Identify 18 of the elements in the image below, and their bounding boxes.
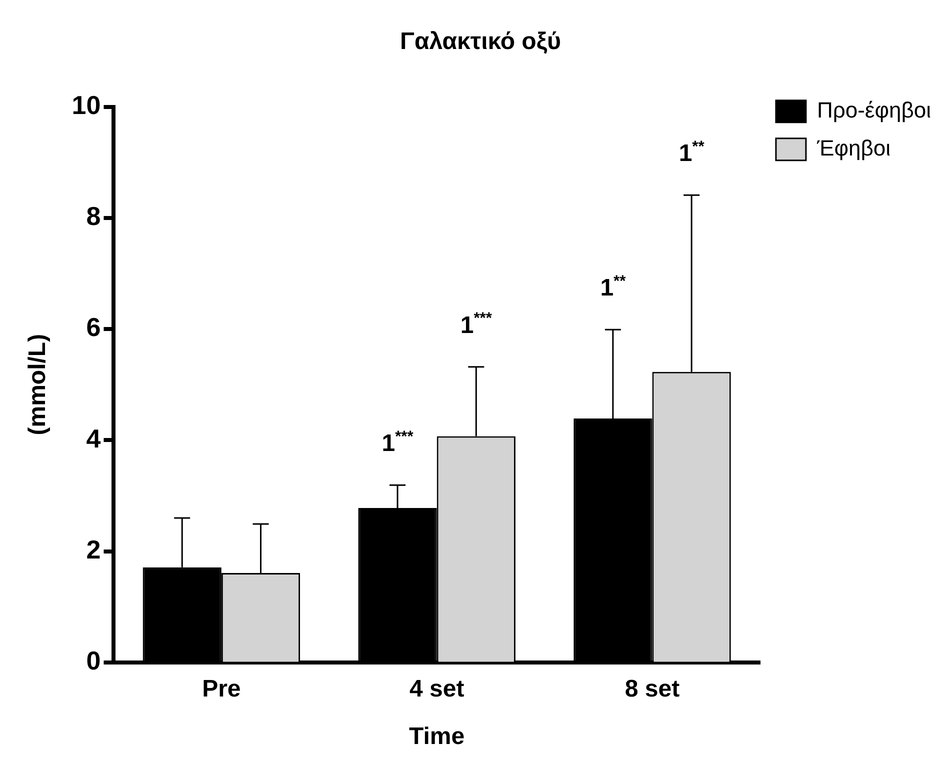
x-axis-title: Time bbox=[409, 723, 465, 750]
legend-label: Προ-έφηβοι bbox=[816, 97, 932, 122]
x-tick-label: 4 set bbox=[409, 675, 464, 702]
y-tick-label: 6 bbox=[86, 312, 101, 342]
y-tick-label: 2 bbox=[86, 534, 101, 564]
annotation: 1** bbox=[678, 138, 706, 168]
annotation: 1** bbox=[600, 272, 627, 302]
y-axis-title: (mmol/L) bbox=[24, 334, 52, 436]
y-tick-label: 8 bbox=[86, 201, 101, 232]
annotation: 1*** bbox=[460, 310, 493, 339]
chart-title: Γαλακτικό οξύ bbox=[400, 28, 561, 56]
y-tick-label: 4 bbox=[86, 423, 102, 454]
x-tick-label: 8 set bbox=[624, 675, 680, 702]
x-tick-label: Pre bbox=[202, 675, 241, 702]
y-tick-label: 0 bbox=[86, 646, 101, 676]
y-tick-label: 10 bbox=[72, 90, 101, 120]
annotation: 1*** bbox=[382, 428, 414, 458]
legend-label: Έφηβοι bbox=[816, 135, 891, 160]
